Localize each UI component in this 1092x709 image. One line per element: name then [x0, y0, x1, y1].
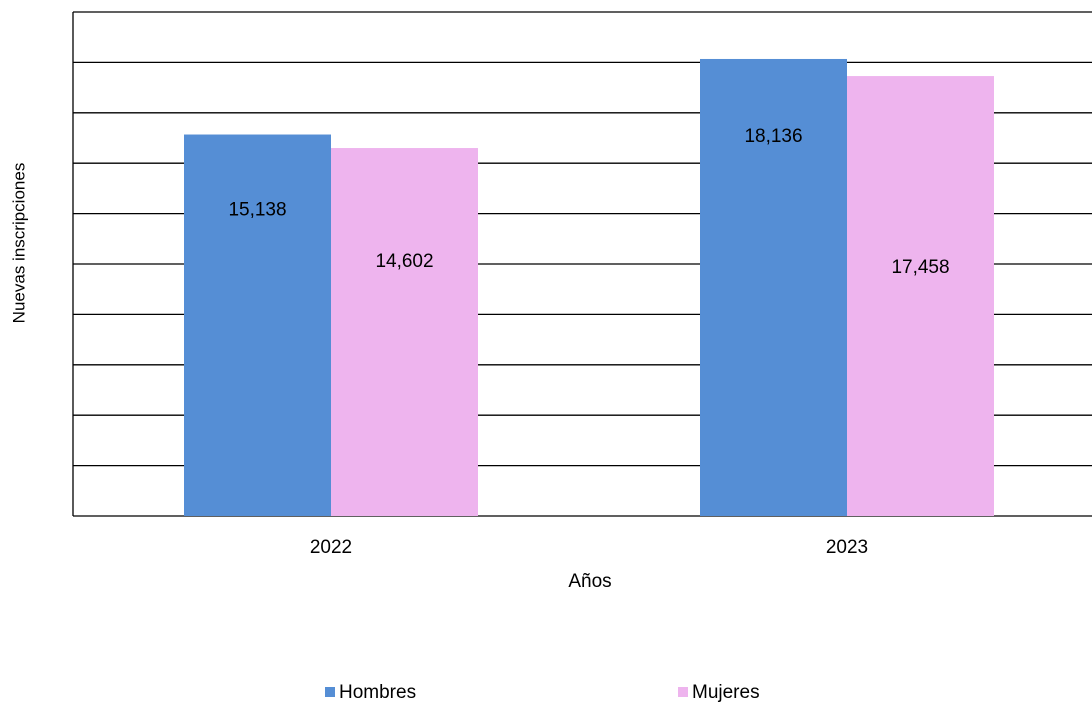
- x-tick-label: 2022: [310, 537, 352, 558]
- x-tick-label: 2023: [826, 537, 868, 558]
- data-label: 17,458: [891, 257, 949, 278]
- legend-label: Mujeres: [692, 682, 760, 703]
- legend-swatch: [678, 687, 688, 697]
- legend-label: Hombres: [339, 682, 416, 703]
- x-axis-label: Años: [568, 571, 611, 592]
- legend-swatch: [325, 687, 335, 697]
- data-label: 15,138: [228, 200, 286, 221]
- bar: [847, 76, 994, 516]
- bar: [331, 148, 478, 516]
- bar: [184, 134, 331, 516]
- bar: [700, 58, 847, 516]
- data-label: 14,602: [375, 251, 433, 272]
- y-axis-label: Nuevas inscripciones: [9, 163, 28, 324]
- data-label: 18,136: [744, 126, 802, 147]
